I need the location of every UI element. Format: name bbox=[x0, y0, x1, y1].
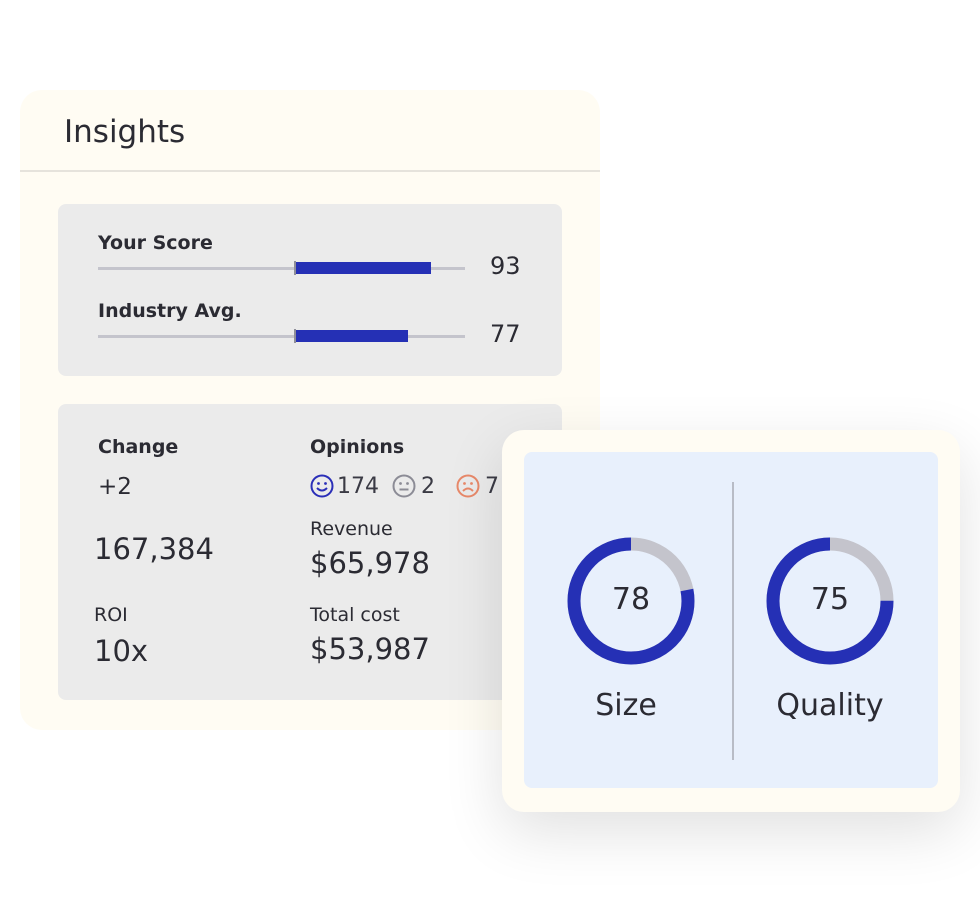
score-track bbox=[98, 335, 465, 338]
gauge-value: 75 bbox=[810, 582, 850, 617]
roi-label: ROI bbox=[94, 604, 128, 626]
cost-value: $53,987 bbox=[310, 632, 430, 666]
change-label: Change bbox=[98, 436, 179, 458]
opinions-label: Opinions bbox=[310, 436, 405, 458]
score-marker bbox=[294, 329, 296, 343]
gauge-divider bbox=[732, 482, 734, 760]
neutral-count: 2 bbox=[421, 474, 435, 499]
positive-count: 174 bbox=[337, 474, 379, 499]
score-bar bbox=[296, 330, 408, 342]
gauge-panel: 78 Size 75 Quality bbox=[524, 452, 938, 788]
cost-label: Total cost bbox=[310, 604, 400, 626]
smile-icon bbox=[310, 474, 334, 498]
score-panel: Your Score 93 Industry Avg. 77 bbox=[58, 204, 562, 376]
neutral-icon bbox=[392, 474, 416, 498]
stats-panel: Change +2 167,384 ROI 10x Opinions 174 2… bbox=[58, 404, 562, 700]
gauge-card: 78 Size 75 Quality bbox=[502, 430, 960, 812]
revenue-value: $65,978 bbox=[310, 546, 430, 580]
revenue-label: Revenue bbox=[310, 518, 393, 540]
gauge-arc bbox=[567, 537, 695, 665]
negative-count: 7 bbox=[485, 474, 499, 499]
roi-value: 10x bbox=[94, 634, 149, 668]
gauge-label: Quality bbox=[776, 688, 884, 723]
score-bar bbox=[296, 262, 431, 274]
frown-icon bbox=[456, 474, 480, 498]
total-value: 167,384 bbox=[94, 532, 214, 566]
score-label: Industry Avg. bbox=[98, 300, 242, 322]
score-marker bbox=[294, 261, 296, 275]
divider bbox=[20, 170, 600, 172]
gauge-arc bbox=[766, 537, 894, 665]
change-value: +2 bbox=[98, 474, 132, 500]
score-value: 93 bbox=[490, 252, 521, 280]
insights-card: Insights Your Score 93 Industry Avg. 77 … bbox=[20, 90, 600, 730]
card-title: Insights bbox=[64, 114, 186, 150]
score-value: 77 bbox=[490, 320, 521, 348]
score-label: Your Score bbox=[98, 232, 213, 254]
gauge bbox=[766, 537, 894, 665]
score-track bbox=[98, 267, 465, 270]
gauge-value: 78 bbox=[611, 582, 651, 617]
gauge bbox=[567, 537, 695, 665]
gauge-label: Size bbox=[595, 688, 657, 723]
